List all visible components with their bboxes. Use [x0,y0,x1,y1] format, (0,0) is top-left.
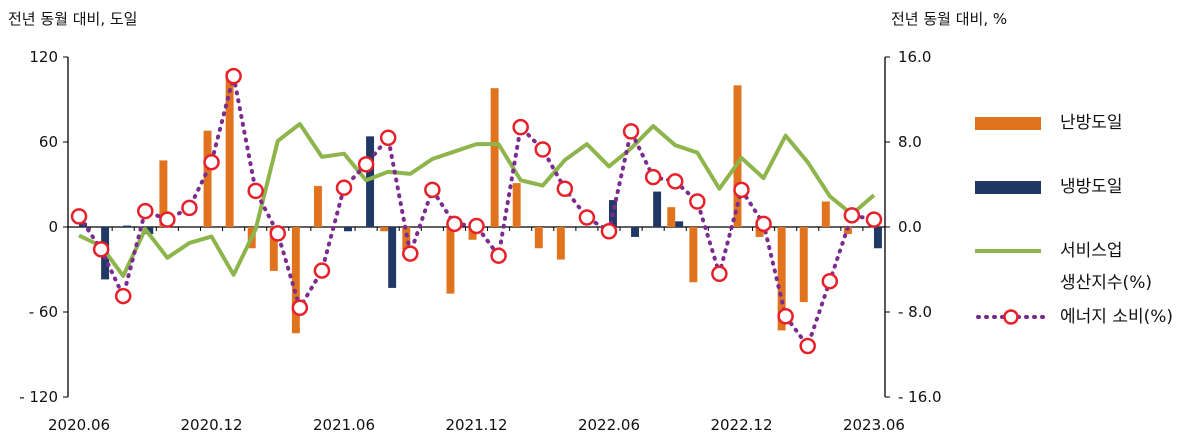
point-energy [666,173,684,190]
bar-cooling [873,227,882,249]
legend-label-heating: 난방도일 [1060,113,1123,133]
point-energy [843,207,861,224]
x-tick-label: 2020.06 [48,416,110,434]
line-energy [77,75,876,351]
x-tick-label: 2021.12 [445,416,507,434]
legend-swatch-cooling [975,181,1041,194]
point-energy [114,287,132,305]
legend-swatch-heating [975,117,1041,130]
bar-heating [291,227,300,334]
point-energy [556,180,574,197]
bar-cooling [388,227,397,288]
point-energy [203,153,220,171]
x-tick-label: 2021.06 [313,416,375,434]
bar-heating [689,227,698,283]
point-energy [755,215,772,233]
bar-heating [380,227,389,232]
point-energy [313,262,331,279]
point-energy [468,217,485,235]
legend-swatch-service [975,249,1041,253]
bar-heating [468,227,477,240]
point-energy [600,223,618,240]
bar-cooling [145,227,154,235]
left-tick-label: 120 [29,48,58,66]
point-energy [424,181,441,199]
bar-cooling [123,225,132,227]
right-tick-label: - 8.0 [898,303,932,321]
point-energy [865,211,883,228]
bar-heating [490,88,499,228]
point-energy [490,247,507,264]
left-tick-label: - 60 [29,303,58,321]
point-energy [269,225,287,242]
point-energy [181,199,198,217]
right-tick-label: 8.0 [898,133,922,151]
legend-label-service-2: 생산지수(%) [1060,273,1152,293]
left-axis-title: 전년 동월 대비, 도일 [8,10,138,28]
point-energy [733,181,750,199]
point-energy [777,308,794,325]
bar-heating [313,185,322,227]
point-energy [446,215,463,233]
point-energy [291,299,309,316]
right-tick-label: 0.0 [898,218,922,236]
point-energy [402,245,419,262]
point-energy [159,211,176,228]
point-energy [247,182,264,200]
legend-label-cooling: 냉방도일 [1060,177,1123,197]
point-energy [799,337,816,355]
point-energy [225,67,242,85]
bar-heating [402,227,411,250]
bar-heating [446,227,455,294]
right-tick-label: - 16.0 [898,388,942,406]
point-energy [711,265,728,282]
left-tick-label: 60 [39,133,58,151]
bar-heating [755,227,764,237]
bar-cooling [675,221,684,227]
point-energy [578,209,596,226]
right-tick-label: 16.0 [898,48,931,66]
bar-heating [203,130,212,227]
bar-heating [556,227,565,260]
x-tick-label: 2023.06 [843,416,905,434]
line-service [78,121,876,278]
legend-label-energy: 에너지 소비(%) [1060,307,1174,327]
point-energy [137,202,154,220]
bar-cooling [631,227,640,237]
point-energy [379,129,397,146]
legend-label-service: 서비스업 [1060,241,1123,261]
point-energy [335,179,353,196]
bar-heating [225,71,234,228]
point-energy [70,208,88,225]
bar-cooling [366,136,375,227]
bar-cooling [344,227,352,232]
point-energy [644,168,662,186]
point-energy [92,241,110,258]
bar-heating [733,85,742,227]
bar-cooling [653,191,662,227]
left-tick-label: - 120 [19,388,58,406]
point-energy [512,118,529,136]
bar-heating [799,227,808,303]
left-tick-label: 0 [48,218,58,236]
point-energy [534,141,551,158]
bar-heating [777,227,786,331]
bar-heating [159,160,168,227]
point-energy [622,123,640,140]
x-tick-label: 2022.12 [710,416,772,434]
right-axis-title: 전년 동월 대비, % [891,10,1008,28]
x-tick-label: 2022.06 [578,416,640,434]
point-energy [689,193,706,210]
point-energy [357,156,375,173]
legend-swatch-energy [976,309,1045,325]
point-energy [821,272,839,290]
bar-heating [534,227,543,249]
x-tick-label: 2020.12 [181,416,243,434]
bar-heating [269,227,278,271]
bar-heating [821,201,830,227]
bar-heating [667,207,676,227]
bar-heating [512,183,521,227]
